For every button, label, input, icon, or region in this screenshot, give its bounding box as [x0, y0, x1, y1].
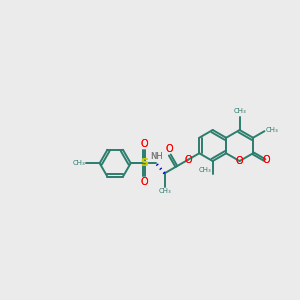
Text: O: O	[140, 139, 148, 149]
Text: S: S	[140, 158, 148, 168]
Text: O: O	[184, 155, 192, 165]
Text: O: O	[166, 144, 174, 154]
Text: CH₃: CH₃	[199, 167, 211, 173]
Text: S: S	[140, 158, 148, 168]
Text: CH₃: CH₃	[266, 127, 278, 133]
Text: CH₃: CH₃	[72, 160, 85, 166]
Text: O: O	[184, 155, 192, 165]
Text: CH₃: CH₃	[233, 108, 246, 114]
Text: NH: NH	[150, 152, 162, 161]
Text: O: O	[140, 177, 148, 188]
Text: NH: NH	[150, 152, 162, 161]
Text: O: O	[140, 139, 148, 149]
Text: O: O	[236, 156, 243, 166]
Text: O: O	[236, 156, 243, 166]
Text: O: O	[166, 144, 174, 154]
Text: CH₃: CH₃	[158, 188, 171, 194]
Text: O: O	[262, 155, 270, 165]
Text: O: O	[262, 155, 270, 165]
Text: O: O	[140, 177, 148, 188]
